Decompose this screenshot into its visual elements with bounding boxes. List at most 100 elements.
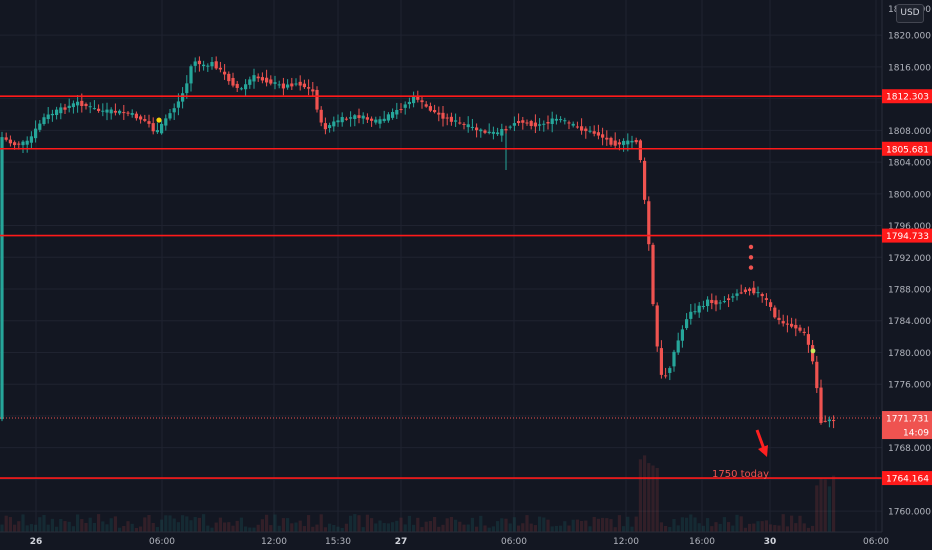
level-price-label: 1812.303 — [886, 93, 929, 103]
candle-body — [353, 115, 357, 119]
candle-body — [680, 329, 684, 341]
candle-body — [109, 109, 113, 114]
candle-body — [454, 120, 458, 122]
volume-bar — [525, 515, 529, 532]
candle-body — [483, 130, 487, 133]
level-price-label: 1805.681 — [886, 145, 929, 155]
candle-body — [685, 319, 689, 329]
volume-bar — [227, 522, 231, 532]
candle-body — [592, 131, 596, 134]
candle-body — [386, 114, 390, 121]
candle-body — [92, 108, 96, 110]
candle-body — [193, 61, 197, 66]
candle-body — [533, 122, 537, 127]
candle-body — [735, 293, 739, 296]
candle-body — [281, 83, 285, 89]
candle-body — [21, 141, 25, 146]
volume-bar — [487, 527, 491, 532]
candle-body — [176, 101, 180, 108]
candle-body — [437, 112, 441, 115]
candle-body — [25, 140, 29, 145]
time-axis[interactable]: 26 06:00 12:00 15:30 27 06:00 12:00 16:00 30 06:0… — [30, 537, 890, 547]
volume-bar — [118, 527, 122, 532]
volume-bar — [470, 517, 474, 532]
volume-bar — [693, 517, 697, 532]
candle-body — [244, 84, 248, 90]
price-tick-label: 1804.000 — [888, 159, 931, 169]
candle-body — [395, 109, 399, 115]
candle-body — [664, 375, 668, 377]
candle-body — [290, 83, 294, 87]
candle-body — [160, 123, 164, 134]
volume-bar — [357, 515, 361, 532]
level-price-label: 1764.164 — [886, 475, 929, 485]
candle-body — [790, 323, 794, 327]
current-price-tag — [882, 411, 932, 440]
volume-bars — [0, 455, 836, 532]
candle-body — [311, 89, 315, 92]
red-signal-dot — [748, 255, 754, 260]
candle-body — [8, 139, 12, 144]
volume-bar — [622, 526, 626, 532]
volume-bar — [218, 517, 222, 532]
volume-bar — [416, 517, 420, 532]
candle-body — [319, 109, 323, 123]
candle-body — [256, 76, 260, 79]
candle-body — [475, 127, 479, 131]
volume-bar — [672, 519, 676, 532]
candle-body — [202, 64, 206, 67]
candle-body — [223, 71, 227, 75]
volume-bar — [281, 518, 285, 532]
price-tick-label: 1816.000 — [888, 63, 931, 73]
candle-body — [407, 101, 411, 105]
volume-bar — [651, 465, 655, 532]
volume-bar — [500, 518, 504, 532]
volume-bar — [139, 526, 143, 532]
candle-body — [764, 298, 768, 300]
candle-body — [622, 140, 626, 145]
level-price-tag — [882, 471, 932, 486]
candle-body — [546, 122, 550, 124]
volume-bar — [344, 523, 348, 532]
candle-body — [147, 121, 151, 124]
level-price-label: 1794.733 — [886, 232, 929, 242]
volume-bar — [794, 523, 798, 532]
candle-body — [769, 302, 773, 307]
candle-body — [659, 348, 663, 375]
candle-body — [113, 110, 117, 113]
volume-bar — [706, 518, 710, 532]
candle-body — [500, 129, 504, 136]
price-axis[interactable]: 1760.0001764.0001768.0001772.0001776.000… — [888, 5, 931, 518]
price-tick-label: 1800.000 — [888, 190, 931, 200]
candle-body — [151, 123, 155, 132]
volume-bar — [664, 525, 668, 532]
candle-body — [613, 140, 617, 146]
candle-body — [428, 106, 432, 111]
candle-body — [731, 296, 735, 298]
time-tick-label: 06:00 — [149, 537, 175, 547]
volume-bar — [244, 526, 248, 532]
time-tick-label: 27 — [395, 537, 408, 547]
candle-body — [59, 107, 63, 114]
volume-bar — [46, 524, 50, 532]
candle-body — [470, 126, 474, 128]
candle-body — [424, 104, 428, 107]
time-tick-label: 12:00 — [613, 537, 639, 547]
volume-bar — [475, 526, 479, 532]
candle-body — [588, 130, 592, 132]
volume-bar — [550, 526, 554, 532]
currency-button[interactable]: USD — [896, 4, 924, 23]
volume-bar — [391, 522, 395, 532]
volume-bar — [17, 521, 21, 532]
volume-bar — [521, 523, 525, 532]
candle-body — [575, 126, 579, 128]
candle-body — [634, 140, 638, 143]
candle-body — [332, 121, 336, 127]
price-tick-label: 1784.000 — [888, 317, 931, 327]
candle-body — [491, 131, 495, 134]
volume-bar — [592, 516, 596, 532]
volume-bar — [613, 527, 617, 532]
candle-body — [185, 83, 189, 94]
horizontal-levels[interactable] — [0, 95, 882, 479]
